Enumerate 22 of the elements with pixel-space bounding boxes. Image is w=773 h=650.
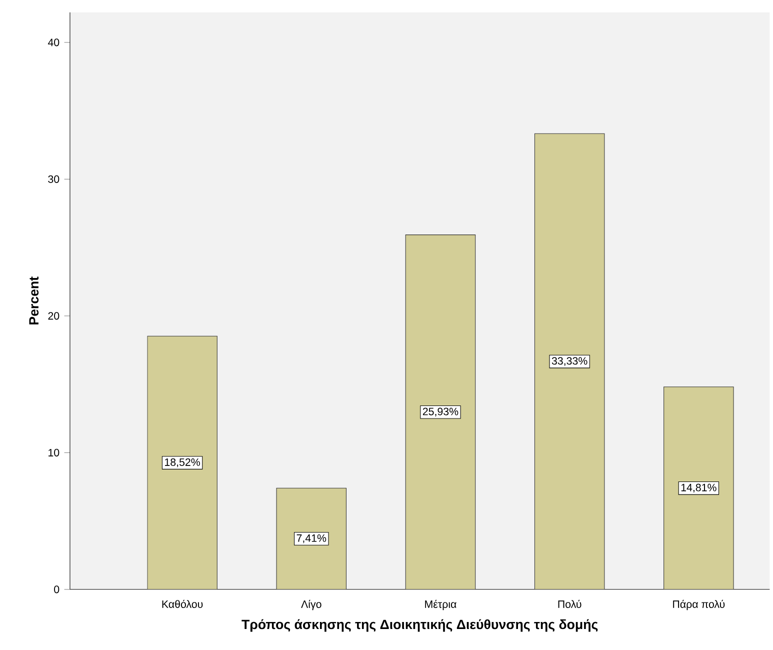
y-axis-title: Percent — [29, 276, 39, 324]
bar — [147, 336, 218, 590]
x-tick-label: Πολύ — [558, 600, 582, 608]
y-tick-label: 0 — [54, 585, 60, 594]
x-tick-label: Λίγο — [301, 600, 322, 610]
bar — [534, 133, 605, 590]
x-tick-label: Πάρα πολύ — [673, 600, 725, 610]
y-tick-label: 20 — [48, 312, 60, 320]
y-tick-label: 40 — [48, 38, 60, 46]
data-label: 25,93% — [422, 408, 458, 416]
y-tick-label: 10 — [48, 448, 60, 456]
y-tick-label: 30 — [48, 175, 60, 183]
bar — [405, 234, 476, 590]
bar — [664, 386, 734, 590]
x-axis-title: Τρόπος άσκησης της Διοικητικής Διεύθυνσης της δομής — [242, 619, 598, 632]
data-label: 14,81% — [681, 484, 716, 492]
x-tick-label: Μέτρια — [425, 600, 456, 610]
data-label: 7,41% — [296, 534, 326, 543]
bar — [276, 488, 347, 590]
x-tick-label: Καθόλου — [162, 600, 203, 608]
data-label: 33,33% — [552, 356, 588, 366]
data-label: 18,52% — [165, 458, 200, 467]
